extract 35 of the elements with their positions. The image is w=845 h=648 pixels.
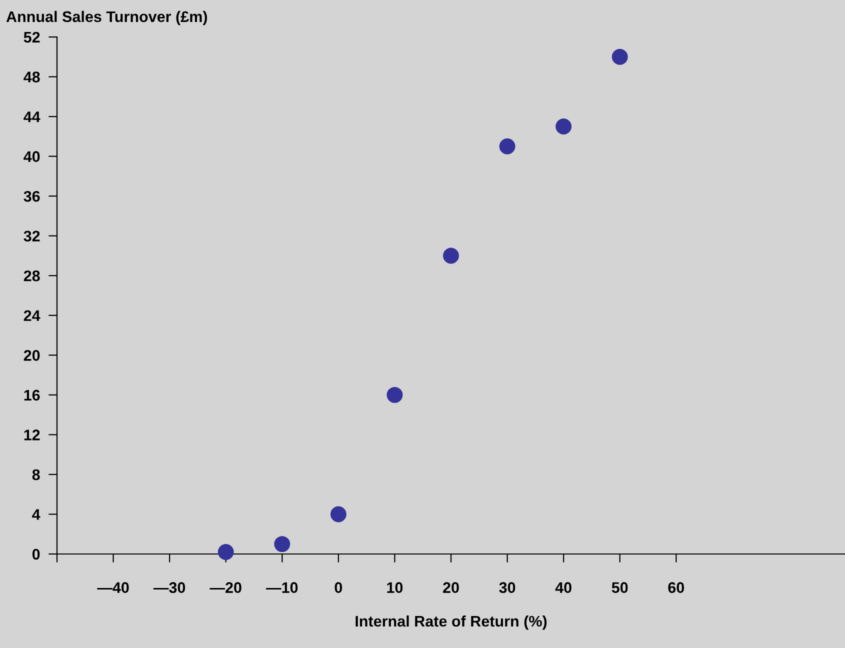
y-tick-label: 52 xyxy=(24,32,40,43)
y-tick-label: 28 xyxy=(24,270,40,282)
point xyxy=(218,544,234,560)
point xyxy=(330,506,346,522)
x-axis-title: Internal Rate of Return (%) xyxy=(356,615,547,630)
x-tick-label: 20 xyxy=(443,582,459,593)
y-tick-label: 44 xyxy=(24,112,40,122)
y-tick-label: 4 xyxy=(32,509,40,520)
y-tick-label: 8 xyxy=(32,469,40,480)
y-tick-label: 24 xyxy=(24,310,40,321)
x-tick-label: 30 xyxy=(499,582,516,594)
x-tick-label: 50 xyxy=(612,582,628,593)
point xyxy=(274,536,290,552)
x-tick-label: 0 xyxy=(334,582,342,593)
x-tick-label: 60 xyxy=(668,582,684,593)
y-tick-label: 36 xyxy=(24,190,40,202)
y-tick-label: 40 xyxy=(24,151,40,162)
y-tick-label: 32 xyxy=(24,230,40,242)
y-tick-label: 48 xyxy=(24,72,40,82)
y-tick-label: 20 xyxy=(24,350,40,361)
x-tick-label: —20 xyxy=(210,582,242,593)
x-tick-label: —30 xyxy=(153,582,186,594)
point xyxy=(499,138,516,154)
y-axis-title: Annual Sales Turnover (£m) xyxy=(6,10,208,26)
point xyxy=(386,386,403,403)
y-tick-label: 16 xyxy=(24,390,40,401)
y-tick-label: 0 xyxy=(32,548,40,560)
point xyxy=(612,48,628,65)
point xyxy=(556,118,572,134)
point xyxy=(443,248,459,264)
x-tick-label: 40 xyxy=(555,582,572,593)
x-tick-label: —40 xyxy=(97,582,129,593)
x-tick-label: 10 xyxy=(387,582,403,593)
x-tick-label: —10 xyxy=(266,582,298,593)
y-tick-label: 12 xyxy=(24,430,40,440)
